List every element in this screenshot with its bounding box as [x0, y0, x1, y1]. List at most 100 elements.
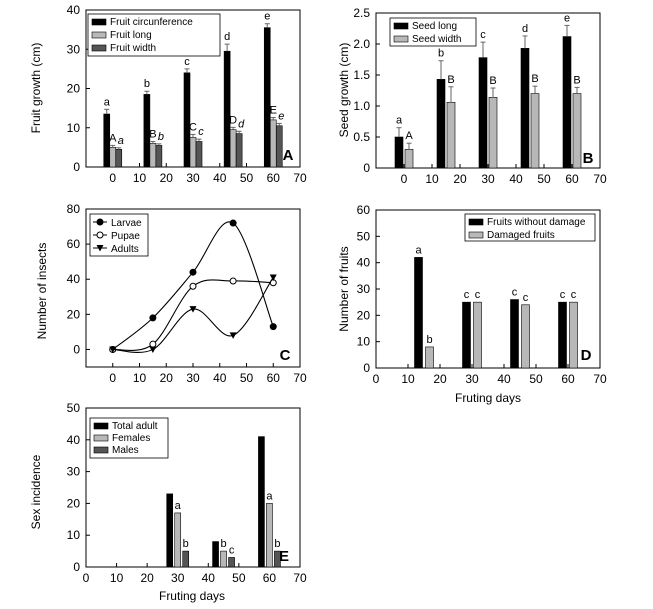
legend-swatch [393, 22, 409, 30]
bar [478, 57, 488, 169]
x-tick-label: 30 [481, 172, 495, 186]
panel-letter: C [280, 347, 291, 364]
y-axis-label: Fruit growth (cm) [29, 43, 43, 134]
data-point [149, 340, 157, 348]
bar [414, 257, 423, 369]
legend-box [87, 13, 221, 57]
y-tick-label: 0 [73, 560, 80, 574]
x-axis-label: Fruting days [159, 589, 225, 603]
x-tick-label: 20 [140, 571, 154, 585]
legend-label: Damaged fruits [487, 230, 555, 241]
data-point [149, 314, 157, 322]
x-tick-label: 20 [160, 371, 174, 385]
x-tick-label: 50 [232, 571, 246, 585]
bar [149, 143, 157, 168]
x-tick-label: 60 [263, 571, 277, 585]
y-tick-label: 10 [67, 528, 81, 542]
x-tick-label: 20 [453, 172, 467, 186]
significance-letter: c [512, 287, 518, 299]
data-point [269, 323, 277, 331]
bar [521, 304, 530, 369]
x-tick-label: 10 [425, 172, 439, 186]
bar [269, 119, 277, 168]
panel-letter: D [581, 347, 592, 364]
legend-label: Seed width [412, 34, 461, 45]
bar [274, 550, 281, 568]
x-tick-label: 20 [433, 372, 447, 386]
chart-panel-e: 0 10 20 30 40 50 60 70 0 10 20 30 40 50 Sex incidence F… [29, 401, 307, 603]
legend-swatch [91, 31, 107, 39]
y-axis-label: Seed growth (cm) [337, 43, 351, 138]
y-tick-label: 50 [67, 401, 81, 415]
x-tick-label: 20 [160, 171, 174, 185]
series-line [112, 279, 274, 351]
data-point [109, 346, 117, 353]
plot-frame [85, 407, 301, 568]
chart-panel-d: 0 10 20 30 40 50 60 70 0 10 20 30 40 50 60 Number of fr… [337, 203, 607, 405]
significance-letter: b [274, 538, 280, 550]
bar [182, 550, 190, 568]
legend-label: Females [112, 433, 150, 444]
legend-label: Fruit long [110, 30, 152, 41]
x-tick-label: 70 [293, 171, 307, 185]
significance-letter: D [229, 114, 237, 126]
significance-letter: b [158, 131, 164, 143]
significance-letter: c [184, 56, 190, 68]
y-tick-label: 40 [67, 272, 81, 286]
bar [109, 147, 117, 168]
bar [569, 301, 578, 369]
significance-letter: e [264, 11, 270, 23]
x-tick-label: 50 [240, 171, 254, 185]
y-tick-label: 60 [67, 237, 81, 251]
significance-letter: a [415, 244, 422, 256]
bar [195, 141, 203, 168]
legend-label: Adults [111, 244, 139, 255]
legend-label: Total adult [112, 421, 158, 432]
bar [174, 512, 182, 568]
bar [520, 48, 530, 169]
y-tick-label: 0.5 [353, 130, 370, 144]
x-tick-label: 70 [593, 372, 607, 386]
significance-letter: c [560, 289, 566, 301]
chart-panel-a: 0 10 20 30 40 50 60 70 0 10 20 30 40 Fruit growth (cm… [29, 3, 307, 185]
bar [189, 137, 197, 168]
bar [473, 301, 482, 369]
bar [166, 493, 174, 568]
x-tick-label: 40 [213, 171, 227, 185]
significance-letter: C [189, 121, 197, 133]
significance-letter: B [489, 75, 496, 87]
y-tick-label: 0 [363, 161, 370, 175]
x-tick-label: 40 [202, 571, 216, 585]
bar [275, 125, 283, 168]
y-tick-label: 40 [357, 256, 371, 270]
y-tick-label: 30 [67, 465, 81, 479]
significance-letter: B [573, 74, 580, 86]
y-tick-label: 10 [67, 121, 81, 135]
bar [228, 557, 235, 568]
significance-letter: b [144, 78, 150, 90]
data-point [189, 306, 197, 313]
x-tick-label: 40 [213, 371, 227, 385]
y-tick-label: 20 [357, 308, 371, 322]
legend-label: Fruit width [110, 43, 156, 54]
legend-swatch [468, 218, 484, 226]
bar [235, 133, 243, 168]
bar [562, 36, 572, 169]
y-tick-label: 2.5 [353, 6, 370, 20]
x-tick-label: 30 [465, 372, 479, 386]
significance-letter: a [104, 96, 111, 108]
bar [212, 541, 219, 568]
bar [488, 97, 498, 169]
x-axis-label: Fruting days [455, 391, 521, 405]
significance-letter: c [523, 292, 529, 304]
y-tick-label: 20 [67, 307, 81, 321]
significance-letter: a [396, 115, 403, 127]
bar [446, 101, 456, 169]
y-tick-label: 50 [357, 229, 371, 243]
significance-letter: b [438, 48, 444, 60]
y-tick-label: 20 [67, 496, 81, 510]
panel-letter: B [583, 150, 594, 167]
y-tick-label: 0 [73, 342, 80, 356]
y-axis-label: Number of fruits [337, 246, 351, 331]
x-tick-label: 50 [240, 371, 254, 385]
